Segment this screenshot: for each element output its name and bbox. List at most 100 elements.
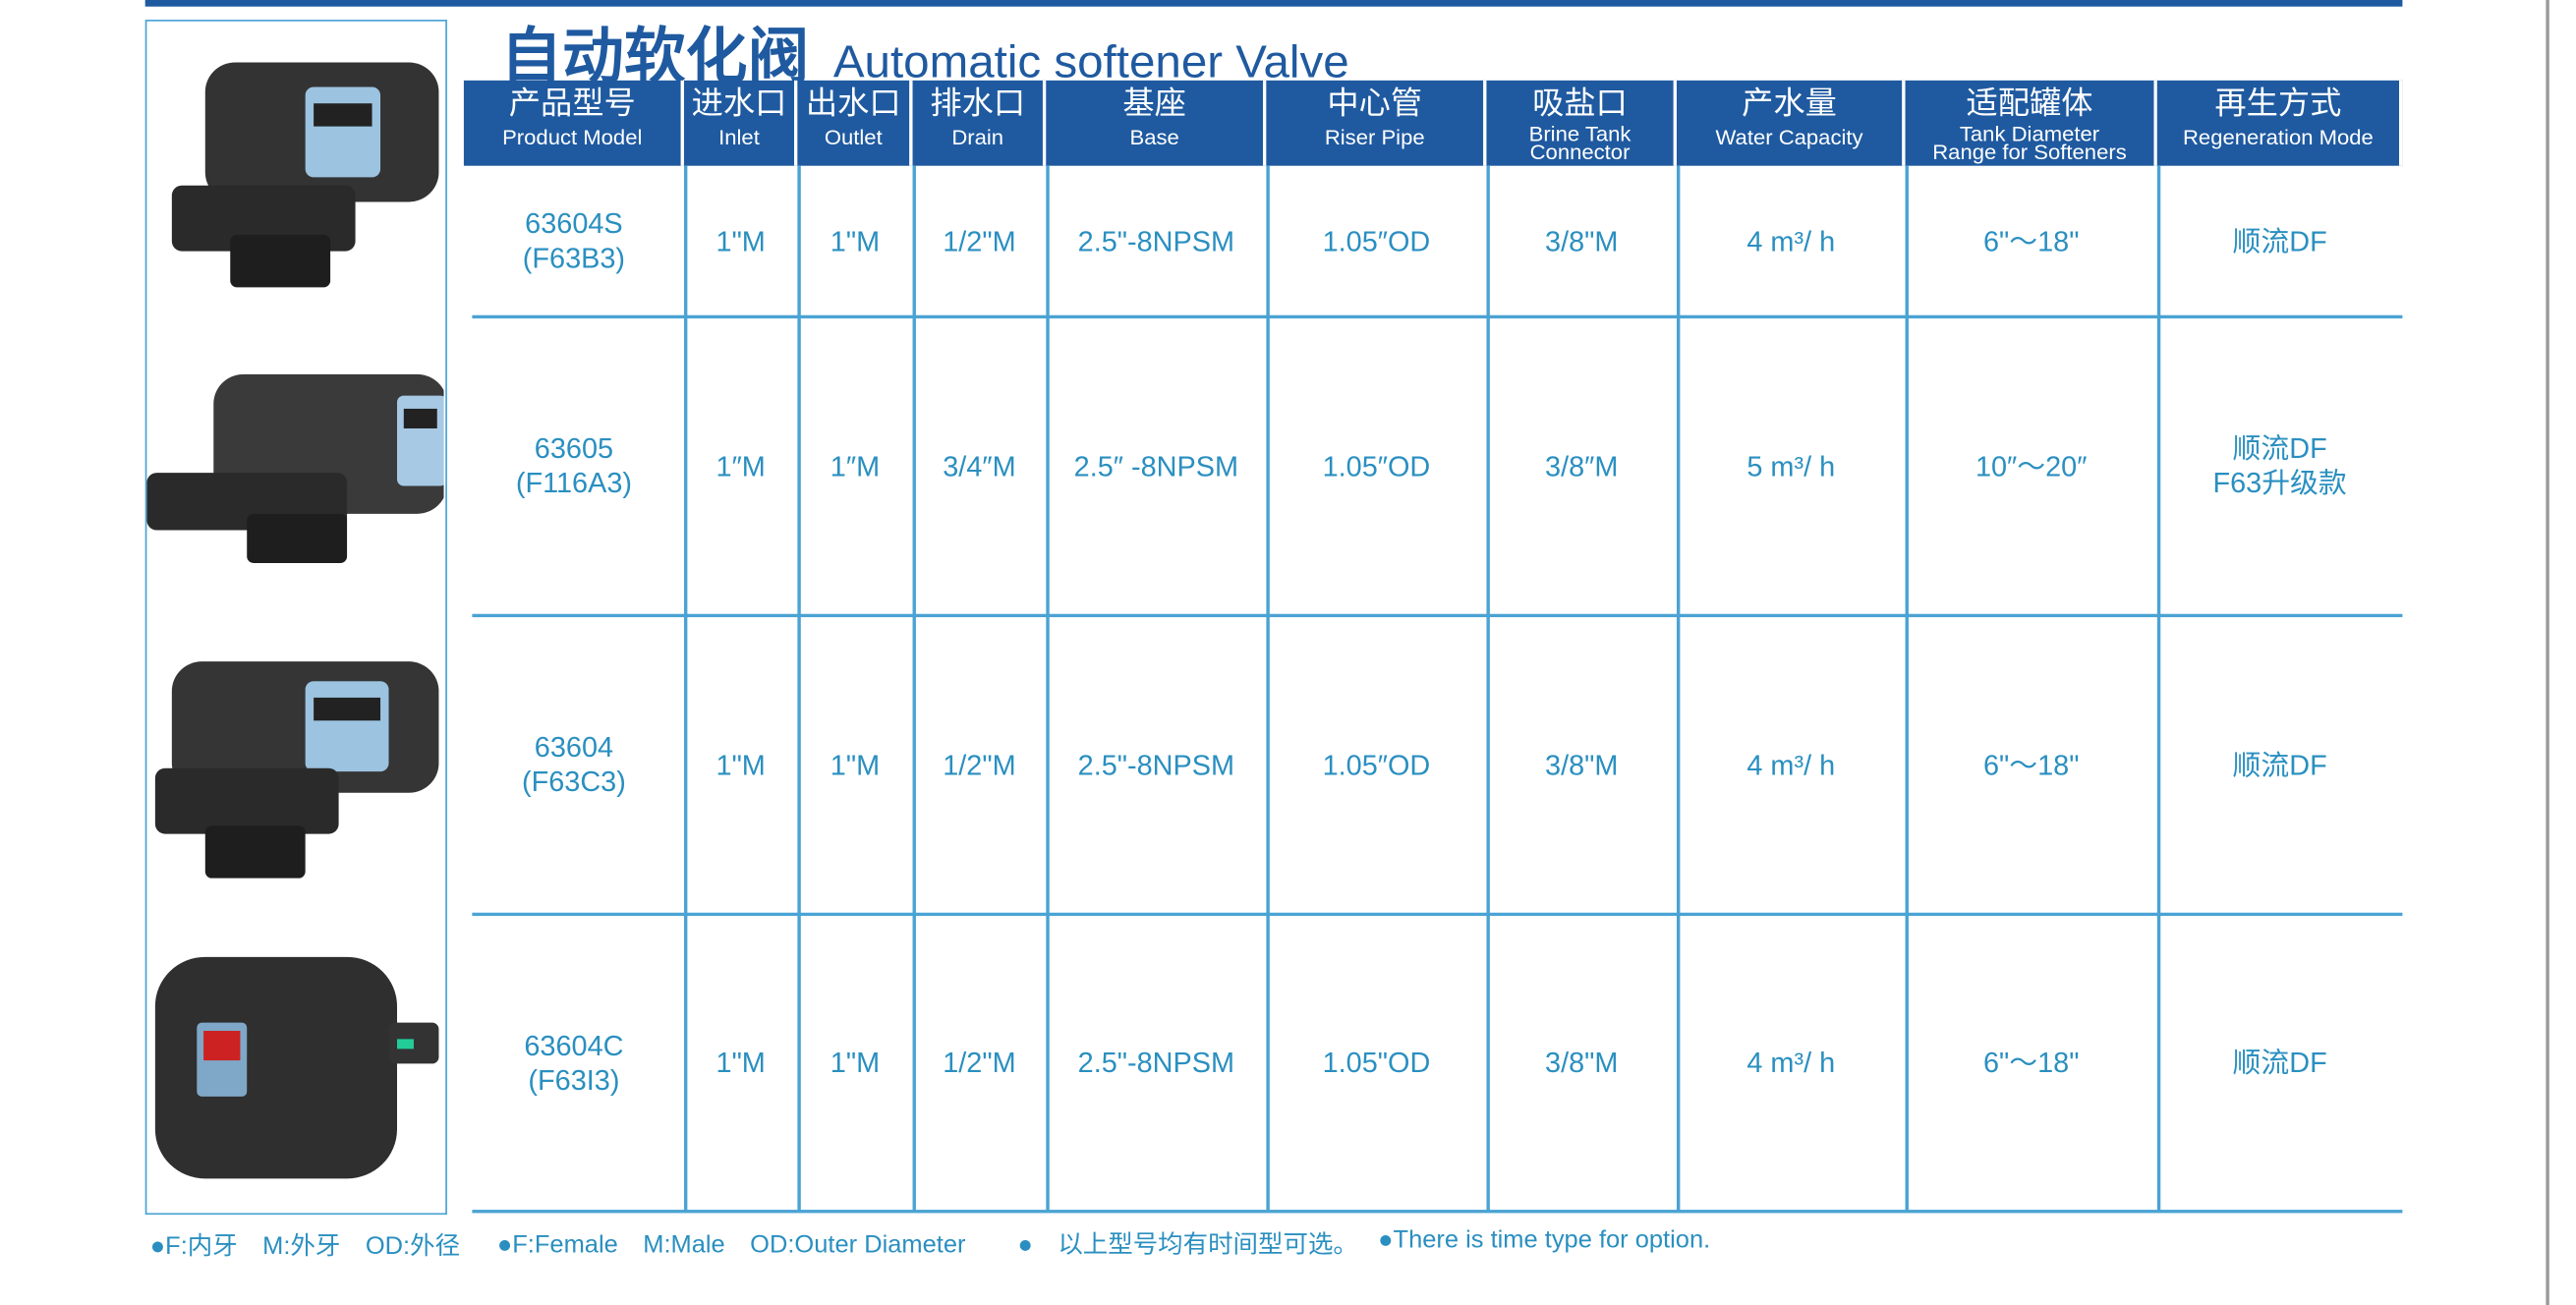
header-cell: 适配罐体 Tank Diameter Range for Softeners (1905, 80, 2157, 166)
header-cell: 产水量 Water Capacity (1676, 80, 1906, 166)
cell-line: 1/2"M (943, 225, 1016, 257)
cell-line: 2.5"-8NPSM (1077, 1047, 1235, 1079)
product-image (154, 661, 439, 879)
table-cell: 1"M (797, 914, 912, 1211)
cell-line: 1"M (830, 1047, 881, 1079)
cell-line: 3/8″M (1545, 450, 1619, 482)
header-en: Brine Tank Connector (1486, 121, 1673, 165)
cell-line: 顺流DF (2232, 432, 2327, 465)
header-en-line: Base (1129, 124, 1179, 150)
cell-line: 顺流DF (2232, 749, 2327, 781)
table-cell: 顺流DF (2157, 615, 2403, 914)
header-en-line: Connector (1529, 139, 1631, 165)
table-cell: 2.5″ -8NPSM (1046, 316, 1266, 615)
header-en: Regeneration Mode (2157, 124, 2399, 150)
table-cell: 63604C (F63I3) (464, 914, 684, 1211)
table-cell: 1"M (684, 166, 797, 317)
cell-line: 1.05″OD (1322, 225, 1431, 257)
product-images (146, 62, 447, 1179)
header-cn: 再生方式 (2214, 86, 2342, 122)
cell-line: 1"M (716, 225, 766, 257)
column-rule (1676, 165, 1680, 1212)
table-cell: 10″～20″ (1906, 316, 2157, 615)
cell-line: 63605 (534, 432, 614, 465)
footnote: ●There is time type for option. (1378, 1225, 1711, 1255)
column-rule (1486, 165, 1490, 1212)
header-en-line: Tank Diameter (1959, 121, 2100, 146)
cell-line: 2.5"-8NPSM (1077, 225, 1235, 257)
table-cell: 1.05″OD (1266, 316, 1486, 615)
header-cn: 排水口 (930, 86, 1026, 122)
header-en-line: Regeneration Mode (2182, 124, 2374, 150)
cell-line: 1"M (716, 749, 766, 781)
table-cell: 6"～18" (1906, 615, 2157, 914)
row-rule (472, 613, 2403, 617)
header-en-line: Product Model (502, 124, 643, 150)
cell-line: 1″M (716, 450, 766, 482)
table-cell: 顺流DF (2157, 914, 2403, 1211)
cell-line: 2.5″ -8NPSM (1073, 450, 1239, 482)
cell-line: 1"M (830, 225, 881, 257)
cell-line: 63604S (525, 208, 623, 240)
cell-line: 4 m³/ h (1746, 225, 1836, 257)
cell-line: 1.05″OD (1322, 749, 1431, 781)
cell-line: 5 m³/ h (1746, 450, 1836, 482)
column-rule (797, 165, 800, 1212)
cell-line: 1″M (830, 450, 881, 482)
cell-line: 2.5"-8NPSM (1077, 749, 1235, 781)
header-en: Base (1046, 124, 1263, 150)
header-en-line: Range for Softeners (1932, 139, 2127, 165)
header-cell: 中心管 Riser Pipe (1266, 80, 1487, 166)
header-cell: 出水口 Outlet (797, 80, 913, 166)
cell-line: 6"～18" (1982, 225, 2080, 257)
cell-line: 1"M (830, 749, 881, 781)
cell-line: 1/2"M (943, 1047, 1016, 1079)
column-rule (683, 165, 687, 1212)
cell-line: 1.05"OD (1322, 1047, 1431, 1079)
cell-line: 1.05″OD (1322, 450, 1431, 482)
cell-line: 3/8"M (1545, 1047, 1619, 1079)
cell-line: F63升级款 (2212, 468, 2347, 499)
header-en: Tank Diameter Range for Softeners (1906, 121, 2154, 165)
title: 自动软化阀 Automatic softener Valve (500, 7, 1348, 95)
cell-line: 63604 (534, 731, 614, 764)
table-cell: 1"M (797, 166, 912, 317)
table-cell: 4 m³/ h (1677, 166, 1906, 317)
table-cell: 5 m³/ h (1677, 316, 1906, 615)
table-cell: 3/8"M (1486, 914, 1677, 1211)
table-cell: 1"M (797, 615, 912, 914)
product-image (146, 373, 447, 563)
cell-line: (F63I3) (528, 1064, 620, 1096)
cell-line: 4 m³/ h (1746, 1047, 1836, 1079)
cell-line: 1"M (716, 1047, 766, 1079)
cell-line: 3/4″M (943, 450, 1016, 482)
table-cell: 63604S (F63B3) (464, 166, 684, 317)
cell-line: 6"～18" (1982, 1047, 2080, 1079)
header-cn: 基座 (1122, 86, 1186, 122)
table-cell: 1.05″OD (1266, 166, 1486, 317)
header-en: Drain (913, 127, 1043, 148)
cell-line: 顺流DF (2232, 1047, 2327, 1079)
header-en: Inlet (684, 127, 794, 148)
table-cell: 4 m³/ h (1677, 914, 1906, 1211)
product-image (154, 956, 439, 1179)
cell-line: 1/2"M (943, 749, 1016, 781)
header-cell: 吸盐口 Brine Tank Connector (1486, 80, 1677, 166)
table-cell: 1/2"M (913, 166, 1047, 317)
table-cell: 1.05"OD (1266, 914, 1486, 1211)
header-en-line: Brine Tank (1528, 121, 1631, 146)
cell-line: 4 m³/ h (1746, 749, 1836, 781)
header-cn: 产水量 (1742, 86, 1837, 122)
header-cell: 排水口 Drain (912, 80, 1047, 166)
header-cn: 进水口 (691, 86, 787, 122)
table-cell: 1/2"M (913, 615, 1047, 914)
table-cell: 顺流DF F63升级款 (2157, 316, 2403, 615)
header-cn: 吸盐口 (1532, 86, 1628, 122)
table-cell: 3/8″M (1486, 316, 1677, 615)
page-edge (2546, 0, 2548, 1305)
table-cell: 2.5"-8NPSM (1046, 615, 1266, 914)
header-en: Riser Pipe (1266, 127, 1483, 148)
title-cn: 自动软化阀 (500, 23, 810, 90)
title-en: Automatic softener Valve (832, 35, 1349, 87)
table-cell: 1″M (684, 316, 797, 615)
